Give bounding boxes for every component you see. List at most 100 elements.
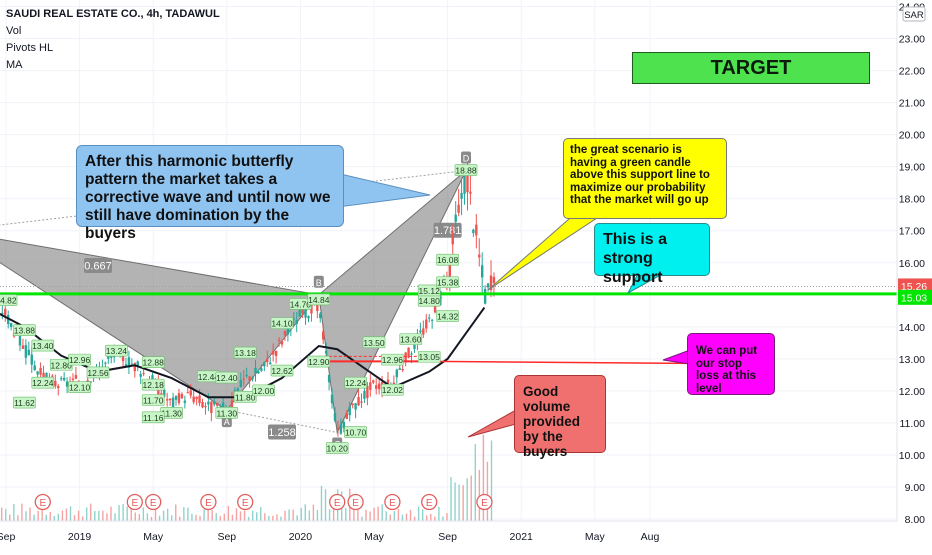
price-tick-label: 11.00 [900,418,926,430]
volume-bar [211,510,213,521]
volume-bar [171,515,173,521]
pivot-label: 11.30 [216,408,237,418]
earnings-marker[interactable] [126,493,143,511]
last-price-badge [898,278,932,294]
volume-bar [280,516,282,521]
time-tick-label: Sep [0,531,15,543]
candle-body [239,379,242,388]
volume-bar [308,510,311,521]
volume-bar [130,509,132,521]
volume-bar [5,509,7,521]
volume-bar [458,484,460,521]
candle-body [204,405,207,408]
volume-indicator-label[interactable]: Vol [6,25,22,37]
pivot-box [233,390,257,403]
target-box: TARGET [632,52,870,84]
candle-body [1,312,4,314]
candle-body [177,393,181,404]
pivot-label: 12.24 [345,378,367,388]
earnings-marker[interactable] [237,493,254,511]
price-tick-label: 10.00 [899,450,925,462]
pivot-label: 13.40 [32,341,54,351]
candle-body [251,377,254,380]
time-tick-label: Aug [641,531,660,543]
earnings-marker[interactable] [34,493,51,511]
candle-body [330,394,334,404]
price-tick-label: 8.00 [905,514,926,526]
candle-body [236,388,240,393]
volume-bar [478,469,481,521]
volume-bar [231,514,234,521]
earnings-marker[interactable] [421,493,438,511]
earnings-marker[interactable] [476,493,493,511]
earnings-marker[interactable] [347,493,364,511]
candle-body [274,350,278,357]
candle-body [36,371,39,375]
candle-body [316,302,319,311]
pivot-label: 10.20 [327,444,349,454]
candle-body [45,372,48,378]
support-badge [898,289,932,305]
volume-bar [53,515,56,521]
candle-body [168,398,172,401]
volume-bar [154,508,157,521]
volume-bar [320,485,323,521]
earnings-marker-label: E [39,498,46,509]
price-tick-label: 20.00 [899,130,925,142]
volume-bar [312,504,315,521]
volume-bar [41,509,43,521]
candle-body [121,353,125,362]
currency-box[interactable] [902,6,926,22]
volume-bar [146,513,149,521]
candle-body [210,401,213,414]
butterfly-note-pointer [331,171,431,208]
candle-body [216,402,219,406]
candle-body [277,339,281,341]
candle-body [478,254,481,258]
volume-bar [187,507,189,521]
pivot-label: 13.05 [419,352,441,362]
stop-loss-line-extension [433,360,688,365]
price-tick-label: 16.00 [899,258,925,270]
candle-body [407,347,410,358]
earnings-marker[interactable] [329,493,346,511]
earnings-marker-label: E [242,498,249,509]
time-tick-label: Sep [438,531,457,543]
pivot-label: 12.00 [253,386,275,396]
earnings-marker[interactable] [145,493,162,511]
pivot-label: 16.08 [437,255,459,265]
earnings-marker-label: E [334,498,341,509]
pivots-indicator-label[interactable]: Pivots HL [6,42,54,54]
pivot-box [141,394,165,406]
earnings-marker-label: E [389,498,396,509]
candle-body [433,301,437,313]
volume-bar [183,507,185,521]
pivot-label: 12.24 [32,378,54,388]
earnings-marker[interactable] [384,493,401,511]
candle-body [65,381,69,387]
candle-body [351,403,354,405]
volume-bar [126,506,128,521]
pivot-label: 13.60 [400,335,422,345]
candle-body [466,173,469,193]
volume-bar [426,515,428,521]
pattern-ratio-box [268,424,296,440]
pivot-label: 12.96 [382,355,404,365]
pivot-box [399,333,423,345]
ma-indicator-label[interactable]: MA [6,59,23,71]
time-tick-label: Sep [217,531,236,543]
candle-body [165,399,169,401]
pivot-box [381,353,404,366]
candle-body [419,330,422,333]
candle-body [136,361,139,367]
volume-bar [69,506,72,521]
pivot-label: 14.80 [419,296,441,306]
volume-bar [118,504,120,521]
earnings-marker[interactable] [200,493,217,511]
volume-bar [227,505,230,521]
pivot-box [141,411,165,424]
pivot-box [344,376,367,389]
volume-bar [454,482,456,521]
